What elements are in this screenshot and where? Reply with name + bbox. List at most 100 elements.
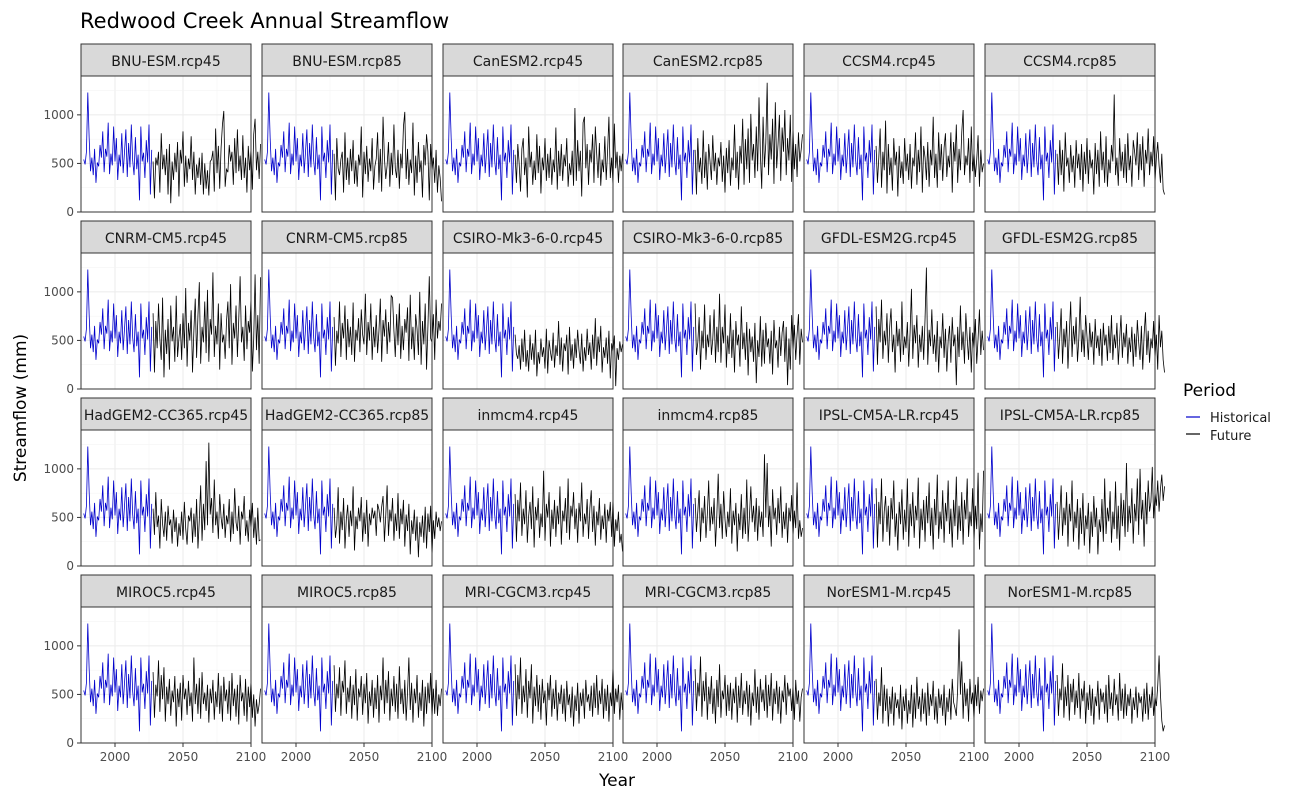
historical-series-line xyxy=(625,623,695,732)
facet-panel: IPSL-CM5A-LR.rcp45 xyxy=(803,397,984,567)
facet-strip-label: NorESM1-M.rcp85 xyxy=(1008,585,1133,601)
y-tick-label: 500 xyxy=(51,510,74,524)
facet-strip-label: GFDL-ESM2G.rcp45 xyxy=(821,231,957,247)
facet-strip-label: HadGEM2-CC365.rcp45 xyxy=(84,408,248,424)
panel-border xyxy=(984,75,1156,213)
facet-panel: HadGEM2-CC365.rcp85 xyxy=(261,397,442,567)
historical-series-line xyxy=(445,446,515,555)
historical-series-line xyxy=(83,269,153,378)
historical-series-line xyxy=(83,623,153,732)
facet-panel: GFDL-ESM2G.rcp45 xyxy=(803,220,984,390)
facet-strip-label: CCSM4.rcp85 xyxy=(1023,54,1117,70)
panel-border xyxy=(442,606,614,744)
legend-title: Period xyxy=(1183,381,1236,401)
future-series-line xyxy=(514,108,623,198)
historical-series-line xyxy=(83,92,153,201)
facet-strip xyxy=(984,220,1156,254)
panel-border xyxy=(80,252,252,390)
historical-series-line xyxy=(987,269,1057,378)
historical-series-line xyxy=(445,269,515,378)
facet-strip-label: MRI-CGCM3.rcp45 xyxy=(465,585,592,601)
x-tick-label: 2100 xyxy=(236,750,267,764)
future-series-line xyxy=(875,109,984,197)
x-tick-label: 2000 xyxy=(100,750,131,764)
y-tick-label: 1000 xyxy=(43,462,74,476)
x-tick-label: 2050 xyxy=(168,750,199,764)
future-series-line xyxy=(875,267,984,386)
facet-strip xyxy=(803,43,975,77)
x-tick-label: 2000 xyxy=(281,750,312,764)
facet-panel: MIROC5.rcp85 2000 2050 2100 xyxy=(261,574,448,764)
future-series-line xyxy=(1056,463,1165,555)
historical-series-line xyxy=(264,623,334,732)
facet-panel: MRI-CGCM3.rcp45 2000 2050 2100 xyxy=(442,574,628,764)
panel-border xyxy=(622,75,794,213)
x-tick-label: 2000 xyxy=(642,750,673,764)
future-series-line xyxy=(152,110,261,204)
x-tick-label: 2100 xyxy=(1140,750,1171,764)
future-series-line xyxy=(333,111,442,202)
historical-series-line xyxy=(987,623,1057,732)
x-tick-label: 2100 xyxy=(778,750,809,764)
facet-panel: BNU-ESM.rcp45 0 500 1000 xyxy=(43,43,261,219)
facet-strip-label: inmcm4.rcp85 xyxy=(658,408,759,424)
panel-border xyxy=(442,75,614,213)
future-series-line xyxy=(875,470,984,551)
facet-strip xyxy=(80,574,252,608)
historical-series-line xyxy=(625,269,695,378)
x-tick-label: 2050 xyxy=(530,750,561,764)
historical-series-line xyxy=(625,446,695,555)
panel-border xyxy=(80,75,252,213)
facet-strip xyxy=(622,574,794,608)
future-series-line xyxy=(1056,655,1165,732)
historical-series-line xyxy=(264,269,334,378)
facet-strip-label: CNRM-CM5.rcp85 xyxy=(286,231,408,247)
chart-title: Redwood Creek Annual Streamflow xyxy=(80,9,449,33)
facet-strip xyxy=(984,397,1156,431)
y-tick-label: 0 xyxy=(66,205,74,219)
facet-strip xyxy=(984,574,1156,608)
future-series-line xyxy=(152,272,261,378)
future-series-line xyxy=(514,470,623,552)
facet-grid: BNU-ESM.rcp45 0 500 1000 BNU-ESM.rcp85 CanESM… xyxy=(43,43,1171,764)
facet-panel: MRI-CGCM3.rcp85 2000 2050 2100 xyxy=(622,574,809,764)
future-series-line xyxy=(694,82,803,195)
panel-border xyxy=(442,429,614,567)
x-tick-label: 2000 xyxy=(462,750,493,764)
historical-series-line xyxy=(806,92,876,201)
historical-series-line xyxy=(625,92,695,201)
y-tick-label: 1000 xyxy=(43,108,74,122)
facet-panel: CanESM2.rcp85 xyxy=(622,43,803,213)
x-tick-label: 2100 xyxy=(417,750,448,764)
y-tick-label: 0 xyxy=(66,382,74,396)
facet-panel: CCSM4.rcp85 xyxy=(984,43,1165,213)
facet-strip xyxy=(622,220,794,254)
future-series-line xyxy=(514,318,623,387)
facet-strip-label: BNU-ESM.rcp85 xyxy=(292,54,401,70)
facet-panel: GFDL-ESM2G.rcp85 xyxy=(984,220,1165,390)
facet-panel: CNRM-CM5.rcp45 0 500 1000 xyxy=(43,220,261,396)
facet-panel: inmcm4.rcp45 xyxy=(442,397,623,567)
panel-border xyxy=(261,429,433,567)
future-series-line xyxy=(333,657,442,727)
x-tick-label: 2050 xyxy=(710,750,741,764)
panel-border xyxy=(984,252,1156,390)
facet-strip-label: CanESM2.rcp45 xyxy=(473,54,583,70)
facet-panel: CSIRO-Mk3-6-0.rcp45 xyxy=(442,220,623,390)
panel-border xyxy=(803,75,975,213)
panel-border xyxy=(442,252,614,390)
facet-panel: NorESM1-M.rcp45 2000 2050 2100 xyxy=(803,574,989,764)
y-tick-label: 0 xyxy=(66,736,74,750)
facet-strip-label: CSIRO-Mk3-6-0.rcp85 xyxy=(633,231,783,247)
historical-series-line xyxy=(806,446,876,555)
future-series-line xyxy=(694,293,803,386)
panel-border xyxy=(984,429,1156,567)
future-series-line xyxy=(875,629,984,730)
facet-strip xyxy=(80,397,252,431)
y-tick-label: 1000 xyxy=(43,639,74,653)
facet-strip-label: CSIRO-Mk3-6-0.rcp45 xyxy=(453,231,603,247)
facet-strip-label: BNU-ESM.rcp45 xyxy=(111,54,220,70)
facet-strip-label: CNRM-CM5.rcp45 xyxy=(105,231,227,247)
facet-strip xyxy=(622,43,794,77)
panel-border xyxy=(803,429,975,567)
